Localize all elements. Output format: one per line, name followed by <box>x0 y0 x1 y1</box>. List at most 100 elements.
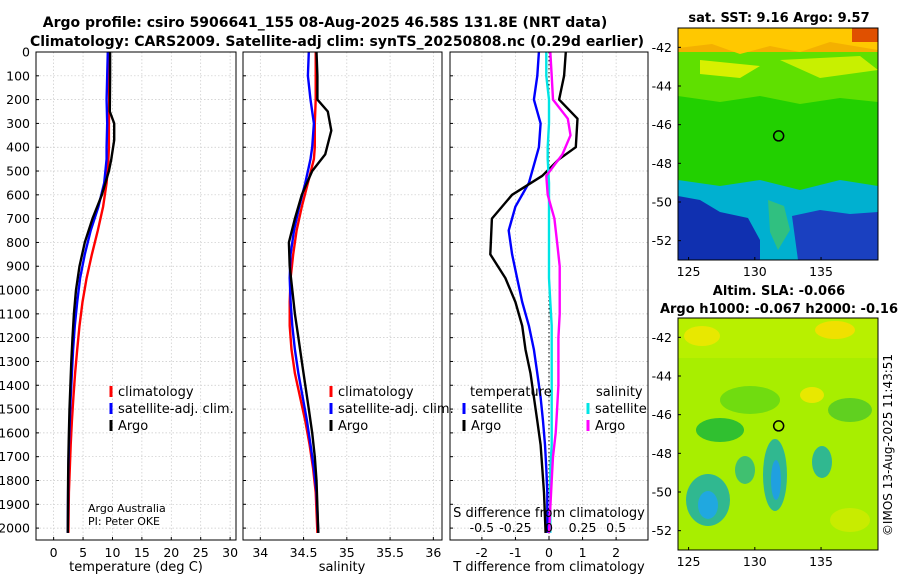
legend-label-climatology: climatology <box>118 385 194 400</box>
sla-patch-yellow-2 <box>815 321 855 339</box>
sst-cold-east <box>792 210 878 260</box>
salinity-x-tick-label: 36 <box>425 545 441 560</box>
temperature-lines <box>66 52 116 533</box>
sla-heatmap <box>678 318 878 550</box>
difference-series-salinity-satellite <box>545 52 553 533</box>
temperature-x-tick-label: 15 <box>134 545 150 560</box>
sla-map-title: Altim. SLA: -0.066 <box>713 284 845 299</box>
depth-tick-label: 900 <box>6 259 30 274</box>
sla-eddy-3 <box>812 446 832 478</box>
temperature-series-satellite-adj-clim- <box>66 52 109 533</box>
legend-label-satellite-adj: satellite-adj. clim. <box>118 402 234 417</box>
s-difference-tick-label: 0.5 <box>606 520 626 535</box>
difference-lines <box>489 52 579 533</box>
depth-tick-label: 200 <box>6 92 30 107</box>
sla-eddy-2-core <box>771 460 781 500</box>
sla-lat-tick-label: -46 <box>652 407 672 422</box>
sst-map: sat. SST: 9.16 Argo: 9.57 125 130 135 -42-… <box>652 11 879 279</box>
depth-tick-label: 2000 <box>0 521 30 536</box>
sst-cold-west <box>678 196 760 260</box>
legend-label-temp-satellite: satellite <box>471 402 523 417</box>
difference-x-tick-label: 2 <box>612 545 620 560</box>
sst-lon-tick-label: 130 <box>743 264 767 279</box>
sst-lat-tick-label: -48 <box>652 156 672 171</box>
difference-x-tick-label: 1 <box>579 545 587 560</box>
sla-lat-tick-label: -50 <box>652 485 672 500</box>
depth-y-ticks: 0 100 200 300 400 500 600 700 800 900 1000 1100 1200… <box>0 45 30 536</box>
legend-label-temp-argo: Argo <box>471 419 501 434</box>
salinity-series-satellite-adj-clim- <box>288 52 320 533</box>
s-difference-tick-label: 0 <box>545 520 553 535</box>
s-difference-tick-label: 0.25 <box>569 520 597 535</box>
sla-lat-ticks: -42 -44 -46 -48 -50 -52 <box>652 330 681 538</box>
legend-title-salinity: salinity <box>596 385 643 400</box>
temperature-x-tick-label: 25 <box>193 545 209 560</box>
sst-frame <box>677 27 879 261</box>
sst-patch-yellow-2 <box>780 56 878 78</box>
sst-lat-tick-label: -50 <box>652 195 672 210</box>
depth-tick-label: 1500 <box>0 402 30 417</box>
sst-lat-tick-label: -46 <box>652 117 672 132</box>
depth-tick-label: 300 <box>6 116 30 131</box>
t-difference-x-label: T difference from climatology <box>452 560 645 575</box>
depth-tick-label: 500 <box>6 164 30 179</box>
s-difference-tick-label: -0.5 <box>470 520 494 535</box>
sst-lat-tick-label: -44 <box>652 79 672 94</box>
depth-tick-label: 700 <box>6 211 30 226</box>
sla-patch-yellow-3 <box>800 387 824 403</box>
depth-tick-label: 1800 <box>0 473 30 488</box>
salinity-x-label: salinity <box>319 560 366 575</box>
temperature-grid <box>36 51 236 540</box>
salinity-x-tick-label: 34.5 <box>290 545 318 560</box>
salinity-frame <box>242 51 443 541</box>
sla-eddy-4 <box>735 456 755 484</box>
sla-patch-green-1 <box>720 386 780 414</box>
sla-patch-green-3 <box>828 398 872 422</box>
depth-tick-label: 1400 <box>0 378 30 393</box>
salinity-x-tick-label: 34 <box>252 545 268 560</box>
temperature-x-tick-label: 20 <box>163 545 179 560</box>
depth-tick-label: 400 <box>6 140 30 155</box>
sla-patch-yellow-1 <box>684 326 720 346</box>
sla-lat-tick-label: -52 <box>652 523 672 538</box>
salinity-legend: climatology satellite-adj. clim. Argo <box>329 385 454 434</box>
temperature-panel: 0 5 10 15 20 25 30 0 100 200 300 400 500 600 700 800 90… <box>0 45 238 576</box>
figure-title-line1: Argo profile: csiro 5906641_155 08-Aug-2… <box>43 15 607 31</box>
sla-lat-tick-label: -42 <box>652 330 672 345</box>
sla-argo-marker <box>772 420 785 432</box>
legend-label-sal-satellite: satellite <box>595 402 647 417</box>
depth-tick-label: 1300 <box>0 354 30 369</box>
salinity-x-tick-label: 35.5 <box>376 545 404 560</box>
difference-x-tick-label: -2 <box>476 545 488 560</box>
legend-label-argo: Argo <box>338 419 368 434</box>
sla-frame <box>677 317 879 551</box>
legend-label-climatology: climatology <box>338 385 414 400</box>
depth-tick-label: 100 <box>6 68 30 83</box>
legend-title-temperature: temperature <box>470 385 552 400</box>
sla-eddy-1-core <box>698 491 718 519</box>
sst-lat-tick-label: -42 <box>652 40 672 55</box>
sst-argo-marker <box>772 130 785 142</box>
sla-lon-tick-label: 130 <box>743 554 767 569</box>
sst-lat-tick-label: -52 <box>652 233 672 248</box>
depth-tick-label: 600 <box>6 187 30 202</box>
difference-series-temperature-satellite <box>507 52 549 533</box>
sst-heatmap <box>678 28 878 260</box>
depth-tick-label: 1000 <box>0 283 30 298</box>
s-difference-ticks: -0.5 -0.25 0 0.25 0.5 <box>470 520 626 535</box>
salinity-lines <box>287 52 333 533</box>
temperature-series-argo <box>66 52 116 533</box>
sla-lon-tick-label: 135 <box>809 554 833 569</box>
difference-x-tick-label: -1 <box>509 545 521 560</box>
difference-x-tick-label: 0 <box>545 545 553 560</box>
salinity-series-argo <box>287 52 333 533</box>
s-difference-label: S difference from climatology <box>453 506 645 521</box>
depth-tick-label: 1900 <box>0 497 30 512</box>
salinity-diff-legend: salinity satellite Argo <box>586 385 647 434</box>
difference-panel: -2 -1 0 1 2 -0.5 -0.25 0 0.25 0.5 S difference f… <box>449 51 649 575</box>
sla-lon-tick-label: 125 <box>677 554 701 569</box>
temperature-x-tick-label: 0 <box>50 545 58 560</box>
s-difference-tick-label: -0.25 <box>499 520 531 535</box>
sla-patch-green-2 <box>696 418 744 442</box>
